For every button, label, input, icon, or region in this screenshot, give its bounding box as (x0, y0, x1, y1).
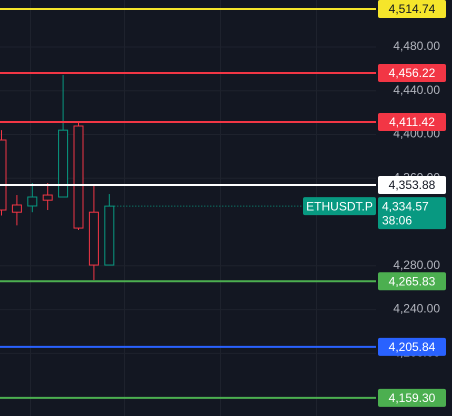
last-price-label: 4,334.57 (382, 199, 429, 213)
symbol-label: ETHUSDT.P (306, 199, 373, 213)
candle-body (11, 204, 22, 213)
level-tag (378, 272, 446, 291)
candle-body (42, 194, 53, 201)
level-tag (378, 175, 446, 194)
symbol-tag (303, 197, 376, 216)
level-tag-label: 4,456.22 (389, 66, 436, 80)
candle-body (104, 205, 115, 266)
level-tag-label: 4,265.83 (389, 274, 436, 288)
level-tag (378, 0, 446, 19)
y-tick-label: 4,480.00 (393, 39, 440, 53)
candle-body (88, 211, 99, 266)
level-tag-label: 4,353.88 (389, 178, 436, 192)
candle-body (73, 125, 84, 229)
level-tag (378, 388, 446, 407)
level-tag-label: 4,159.30 (389, 391, 436, 405)
y-tick-label: 4,440.00 (393, 83, 440, 97)
y-tick-label: 4,240.00 (393, 302, 440, 316)
level-tag-label: 4,514.74 (389, 2, 436, 16)
level-tag-label: 4,411.42 (389, 115, 435, 129)
candle-body (0, 139, 7, 211)
level-tag (378, 64, 446, 83)
countdown-label: 38:06 (382, 213, 412, 227)
level-tag (378, 337, 446, 356)
level-tag (378, 113, 446, 132)
candle-body (27, 196, 38, 207)
y-tick-label: 4,280.00 (393, 258, 440, 272)
candle-body (58, 129, 69, 198)
level-tag-label: 4,205.84 (389, 340, 436, 354)
last-price-tag (378, 197, 446, 230)
